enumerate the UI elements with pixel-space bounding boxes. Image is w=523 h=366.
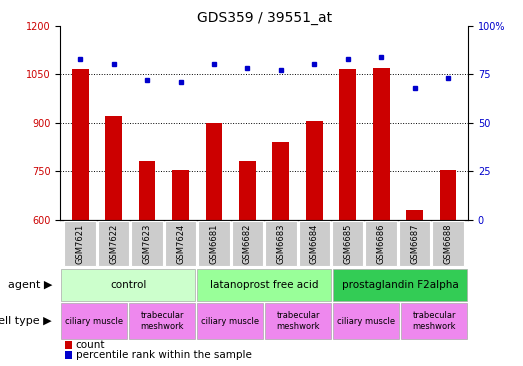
Bar — [61, 269, 196, 300]
Bar — [333, 269, 468, 300]
Bar — [64, 221, 96, 266]
Text: ciliary muscle: ciliary muscle — [65, 317, 123, 326]
Bar — [339, 69, 356, 220]
Bar — [333, 303, 400, 339]
Text: GSM7624: GSM7624 — [176, 223, 185, 264]
Bar — [61, 303, 128, 339]
Bar — [172, 171, 189, 220]
Bar — [272, 142, 289, 220]
Bar — [373, 68, 390, 220]
Bar — [139, 161, 155, 220]
Bar — [433, 221, 464, 266]
Bar — [265, 303, 332, 339]
Bar — [299, 221, 330, 266]
Bar — [366, 221, 397, 266]
Text: count: count — [76, 340, 105, 350]
Text: ciliary muscle: ciliary muscle — [337, 317, 395, 326]
Text: trabecular
meshwork: trabecular meshwork — [412, 311, 456, 331]
Text: latanoprost free acid: latanoprost free acid — [210, 280, 319, 290]
Bar — [232, 221, 263, 266]
Text: percentile rank within the sample: percentile rank within the sample — [76, 350, 252, 361]
Bar — [265, 221, 297, 266]
Text: ciliary muscle: ciliary muscle — [201, 317, 259, 326]
Text: GSM7621: GSM7621 — [76, 223, 85, 264]
Bar — [72, 69, 88, 220]
Text: GSM6682: GSM6682 — [243, 223, 252, 264]
Text: GSM6688: GSM6688 — [444, 223, 452, 264]
Text: cell type ▶: cell type ▶ — [0, 316, 52, 326]
Bar — [105, 116, 122, 220]
Text: GSM6686: GSM6686 — [377, 223, 385, 264]
Bar — [197, 303, 264, 339]
Text: GSM6687: GSM6687 — [410, 223, 419, 264]
Bar — [406, 210, 423, 220]
Bar — [165, 221, 196, 266]
Bar — [306, 121, 323, 220]
Bar — [401, 303, 468, 339]
Title: GDS359 / 39551_at: GDS359 / 39551_at — [197, 11, 332, 25]
Text: trabecular
meshwork: trabecular meshwork — [276, 311, 320, 331]
Text: GSM7623: GSM7623 — [143, 223, 152, 264]
Bar — [206, 123, 222, 220]
Bar — [198, 221, 230, 266]
Text: GSM7622: GSM7622 — [109, 223, 118, 264]
Bar — [399, 221, 430, 266]
Text: prostaglandin F2alpha: prostaglandin F2alpha — [342, 280, 459, 290]
Bar — [98, 221, 129, 266]
Bar — [197, 269, 332, 300]
Bar — [129, 303, 196, 339]
Bar — [131, 221, 163, 266]
Text: GSM6685: GSM6685 — [343, 223, 352, 264]
Text: GSM6683: GSM6683 — [276, 223, 286, 264]
Bar — [332, 221, 363, 266]
Bar — [440, 171, 457, 220]
Text: trabecular
meshwork: trabecular meshwork — [140, 311, 184, 331]
Text: GSM6684: GSM6684 — [310, 223, 319, 264]
Text: GSM6681: GSM6681 — [209, 223, 219, 264]
Text: control: control — [110, 280, 146, 290]
Bar — [239, 161, 256, 220]
Text: agent ▶: agent ▶ — [8, 280, 52, 290]
